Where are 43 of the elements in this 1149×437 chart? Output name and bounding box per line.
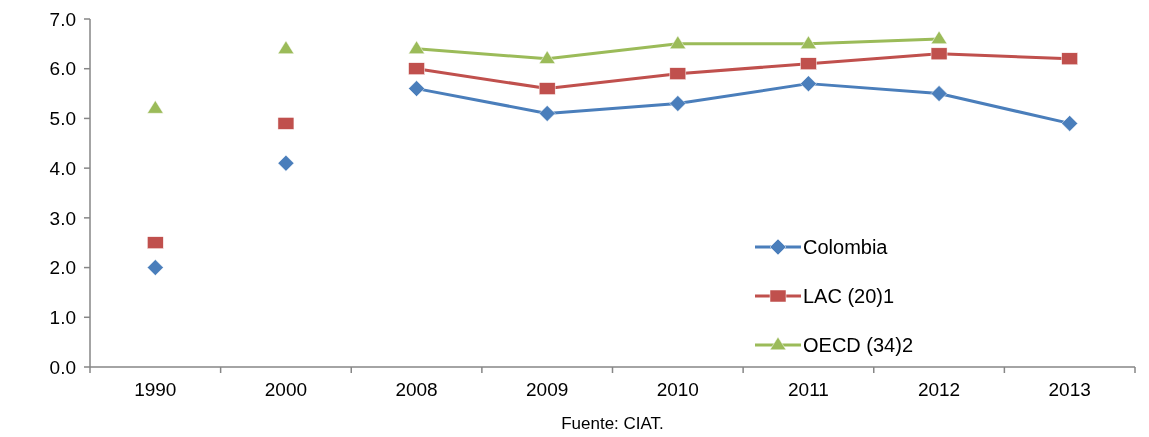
point [800, 75, 817, 92]
point [669, 67, 687, 80]
y-tick-label: 0.0 [49, 356, 76, 378]
x-tick-label: 2009 [526, 379, 569, 400]
point [408, 80, 425, 97]
x-tick-label: 2000 [264, 379, 308, 400]
point [800, 35, 817, 49]
x-tick-label: 2008 [395, 379, 438, 400]
legend-label: OECD (34)2 [803, 334, 914, 356]
point [930, 47, 948, 61]
point [669, 35, 687, 49]
y-tick-label: 1.0 [49, 306, 76, 328]
point [930, 85, 948, 102]
x-tick-label: 1990 [134, 379, 177, 400]
point [277, 117, 295, 130]
x-tick-label: 2011 [788, 379, 829, 400]
point [147, 100, 164, 114]
point [277, 40, 295, 54]
point [408, 62, 425, 75]
point [147, 236, 164, 249]
x-tick-label: 2012 [917, 379, 961, 400]
y-tick-label: 5.0 [49, 108, 76, 130]
point [277, 154, 295, 172]
point [538, 50, 556, 64]
source-note: Fuente: CIAT. [561, 414, 664, 433]
point [1061, 52, 1078, 66]
y-tick-label: 4.0 [49, 157, 76, 179]
x-tick-label: 2013 [1048, 379, 1091, 400]
point [1061, 115, 1078, 132]
y-tick-label: 6.0 [49, 58, 76, 80]
point [147, 259, 164, 276]
point [538, 105, 556, 122]
point [538, 82, 556, 95]
point [408, 40, 425, 54]
point [800, 57, 817, 70]
y-tick-label: 2.0 [49, 257, 76, 279]
y-tick-label: 7.0 [49, 8, 76, 30]
point [669, 95, 687, 112]
x-tick-label: 2010 [656, 379, 699, 400]
y-tick-label: 3.0 [49, 207, 76, 229]
legend-label: Colombia [803, 236, 889, 258]
legend-label: LAC (20)1 [803, 285, 895, 307]
point [930, 30, 948, 44]
